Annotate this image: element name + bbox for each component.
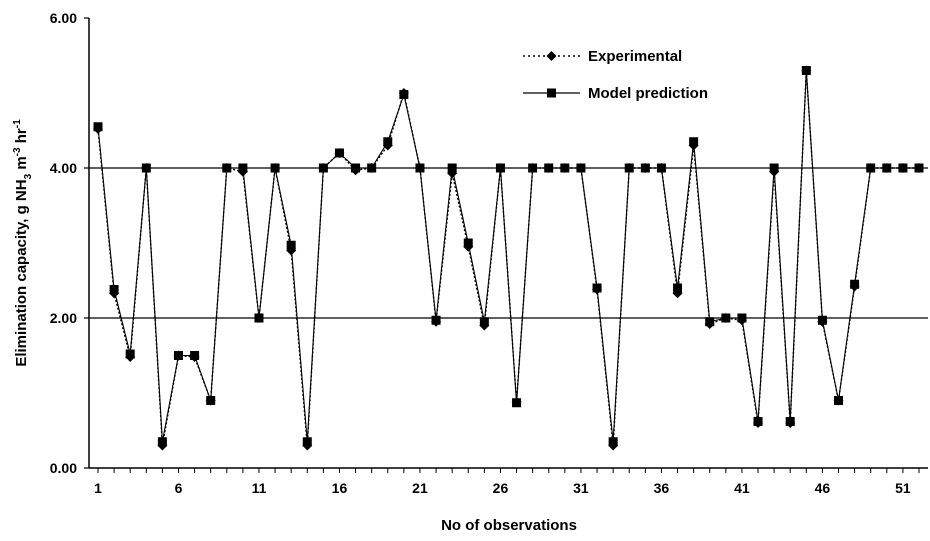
data-point — [190, 351, 200, 360]
data-point — [866, 163, 876, 173]
y-tick-labels: 0.00 2.00 4.00 6.00 — [50, 10, 77, 476]
data-point — [624, 163, 634, 173]
series-experimental — [93, 65, 924, 451]
data-point — [415, 163, 425, 173]
data-point — [721, 313, 731, 323]
data-point — [141, 163, 151, 173]
x-tick-label: 6 — [175, 480, 183, 496]
x-axis-label: No of observations — [441, 517, 577, 534]
x-tick-label: 16 — [332, 480, 348, 496]
data-point — [206, 396, 216, 405]
data-point — [689, 137, 699, 147]
y-tick-label: 2.00 — [50, 310, 77, 326]
legend-model-marker — [547, 88, 556, 98]
data-point — [512, 398, 522, 408]
data-point — [817, 315, 827, 325]
data-point — [785, 417, 795, 426]
data-point — [431, 315, 441, 325]
data-point — [479, 317, 489, 327]
data-point — [238, 163, 248, 173]
data-point — [673, 283, 683, 293]
legend: Experimental Model prediction — [523, 48, 708, 102]
data-point — [318, 163, 328, 173]
y-axis-label-base: Elimination capacity, g NH — [13, 179, 30, 366]
data-point — [528, 163, 538, 173]
data-point — [495, 163, 505, 173]
gridlines — [89, 167, 928, 319]
data-point — [399, 90, 409, 99]
data-point — [302, 437, 312, 447]
data-point — [383, 137, 393, 147]
data-point — [157, 437, 167, 447]
data-point — [463, 238, 473, 248]
legend-experimental-marker — [546, 51, 557, 61]
data-point — [737, 313, 747, 323]
data-point — [914, 163, 924, 173]
data-point — [286, 240, 296, 250]
axes — [84, 17, 928, 473]
y-axis-label-hr: hr — [13, 128, 30, 147]
data-point — [576, 163, 586, 173]
data-point — [640, 163, 650, 173]
series-model-prediction — [93, 66, 924, 447]
x-tick-label: 46 — [815, 480, 831, 496]
y-axis-label-superscript-hr: -1 — [12, 119, 23, 128]
data-point — [801, 66, 811, 75]
data-point — [560, 163, 570, 173]
data-point — [769, 163, 779, 173]
data-point — [544, 163, 554, 173]
data-point — [898, 163, 908, 173]
data-point — [850, 279, 860, 289]
data-point — [882, 163, 892, 173]
y-tick-label: 0.00 — [50, 460, 77, 476]
series-group — [93, 65, 924, 451]
data-point — [608, 437, 618, 447]
data-point — [753, 417, 763, 426]
y-axis-label-mid: m — [13, 156, 30, 174]
data-point — [222, 163, 232, 173]
data-point — [351, 163, 361, 173]
x-tick-label: 36 — [654, 480, 670, 496]
data-point — [270, 163, 280, 173]
data-point — [447, 163, 457, 173]
y-tick-label: 4.00 — [50, 160, 77, 176]
x-tick-label: 21 — [412, 480, 428, 496]
x-tick-labels: 1 6 11 16 21 26 31 36 41 46 51 — [94, 480, 911, 496]
data-point — [367, 163, 377, 173]
y-axis-label-superscript-m: -3 — [12, 147, 23, 156]
data-point — [705, 317, 715, 327]
data-point — [334, 148, 344, 158]
data-point — [834, 396, 844, 405]
x-tick-label: 31 — [573, 480, 589, 496]
y-axis-label: Elimination capacity, g NH3 m-3 hr-1 — [12, 119, 34, 367]
series-line — [97, 70, 919, 446]
data-point — [125, 349, 135, 359]
data-point — [109, 285, 119, 294]
legend-experimental-label: Experimental — [588, 48, 682, 65]
legend-model-label: Model prediction — [588, 85, 708, 102]
x-tick-label: 1 — [94, 480, 102, 496]
x-tick-label: 41 — [734, 480, 750, 496]
data-point — [254, 313, 264, 323]
data-point — [592, 283, 602, 293]
data-point — [173, 351, 183, 360]
data-point — [656, 163, 666, 173]
data-point — [93, 122, 103, 132]
y-axis-label-subscript: 3 — [23, 173, 34, 179]
series-line — [97, 70, 919, 442]
x-tick-label: 51 — [895, 480, 911, 496]
y-tick-label: 6.00 — [50, 10, 77, 26]
x-tick-label: 26 — [493, 480, 509, 496]
x-tick-label: 11 — [252, 480, 267, 496]
